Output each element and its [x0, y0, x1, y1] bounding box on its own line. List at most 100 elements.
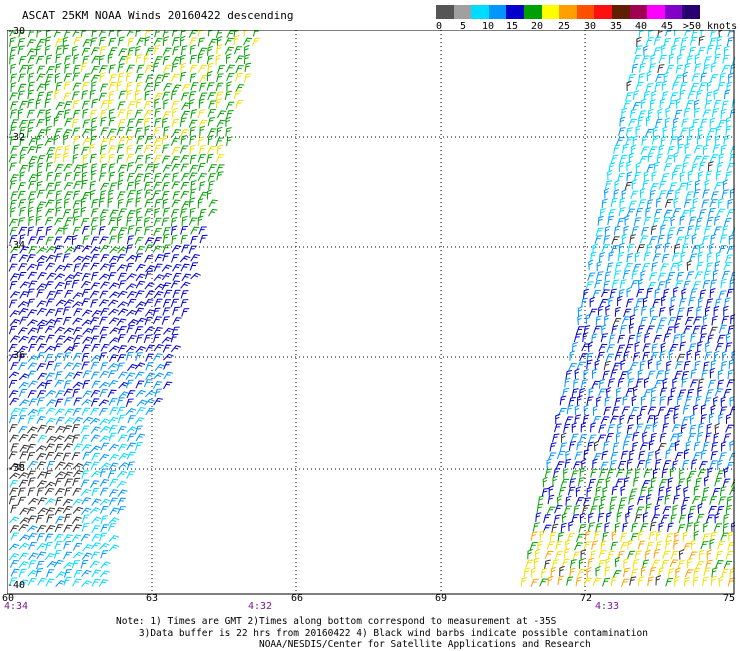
wind-barb — [587, 272, 596, 281]
wind-barb — [72, 317, 83, 325]
wind-barb — [36, 155, 46, 164]
wind-barb — [63, 327, 75, 335]
wind-barb — [578, 524, 587, 533]
wind-barb — [9, 126, 17, 136]
wind-barb — [189, 73, 197, 83]
wind-barb — [607, 169, 613, 181]
wind-barb — [583, 288, 590, 299]
wind-barb — [28, 343, 37, 353]
wind-barb — [45, 525, 56, 533]
wind-barb — [199, 234, 208, 244]
wind-barb — [108, 153, 115, 164]
wind-barb — [686, 476, 692, 487]
wind-barb — [80, 206, 87, 217]
wind-barb — [171, 199, 181, 208]
wind-barb — [678, 514, 687, 524]
wind-barb — [98, 65, 108, 74]
wind-barb — [579, 353, 588, 362]
wind-barb — [697, 171, 704, 182]
wind-barb — [705, 559, 713, 569]
wind-barb — [99, 36, 107, 46]
wind-barb — [116, 397, 125, 406]
wind-barb — [235, 84, 245, 93]
wind-barb — [592, 405, 599, 416]
wind-barb — [648, 30, 653, 37]
wind-barb — [623, 100, 632, 109]
wind-barb — [153, 334, 161, 343]
wind-barb — [153, 237, 162, 246]
wind-barb — [197, 198, 204, 209]
wind-barb — [82, 416, 94, 424]
wind-barb — [90, 361, 100, 370]
wind-barb — [206, 189, 213, 200]
wind-barb — [653, 414, 660, 425]
legend-tick-50: >50 knots — [682, 21, 738, 32]
wind-barb — [26, 109, 35, 119]
legend-tick-25: 25 — [557, 21, 571, 32]
wind-barb — [711, 441, 718, 452]
wind-barb — [55, 53, 62, 64]
wind-barb — [154, 298, 163, 307]
wind-barb — [577, 314, 583, 326]
wind-barb — [588, 434, 597, 444]
wind-barb — [63, 30, 73, 38]
wind-barb — [656, 496, 664, 506]
wind-barb — [189, 37, 198, 46]
wind-barb — [55, 471, 66, 478]
wind-barb — [54, 524, 64, 533]
wind-barb — [90, 74, 100, 83]
wind-barb — [9, 397, 19, 406]
lon-label-69e: 69 — [434, 593, 448, 604]
wind-barb — [107, 389, 117, 398]
wind-barb — [681, 416, 690, 426]
wind-barb — [10, 504, 19, 514]
wind-barb — [153, 137, 163, 146]
wind-barb — [597, 512, 605, 523]
wind-barb — [53, 289, 63, 298]
wind-barb — [535, 512, 542, 523]
wind-barb — [621, 107, 628, 118]
wind-barb — [53, 30, 63, 38]
wind-barb — [64, 513, 72, 523]
wind-barb — [632, 441, 639, 452]
legend-tick-5: 5 — [459, 21, 467, 32]
wind-barb — [681, 377, 688, 388]
wind-barb — [134, 179, 141, 190]
wind-barb — [677, 54, 683, 65]
wind-barb — [179, 54, 186, 65]
legend-swatch — [576, 5, 595, 19]
wind-barb — [665, 540, 672, 550]
wind-barb — [626, 458, 633, 469]
wind-barb — [690, 539, 697, 550]
wind-barb — [98, 381, 110, 389]
wind-barb — [62, 452, 71, 461]
wind-barb — [89, 417, 101, 425]
wind-barb — [673, 494, 680, 505]
wind-barb — [73, 263, 82, 273]
wind-barb — [709, 538, 715, 550]
wind-barb — [117, 30, 122, 37]
wind-barb — [71, 452, 81, 461]
wind-barb — [680, 251, 686, 262]
wind-barb — [144, 316, 153, 326]
wind-barb — [143, 109, 154, 118]
wind-barb — [180, 181, 190, 190]
wind-barb — [645, 458, 652, 469]
wind-barb — [654, 244, 663, 254]
wind-barb — [698, 35, 705, 46]
wind-barb — [170, 73, 180, 82]
wind-barb — [720, 532, 729, 541]
wind-barb — [658, 190, 667, 199]
wind-barb — [719, 486, 727, 496]
wind-barb — [125, 351, 134, 361]
wind-barb — [46, 569, 55, 578]
wind-barb — [555, 413, 561, 425]
wind-barb — [63, 388, 73, 397]
wind-barb — [44, 80, 51, 91]
wind-barb — [27, 119, 36, 129]
wind-barb — [72, 388, 80, 398]
wind-barb — [172, 289, 181, 299]
wind-barb — [661, 468, 669, 479]
wind-barb — [143, 145, 152, 154]
wind-barb — [675, 98, 682, 109]
